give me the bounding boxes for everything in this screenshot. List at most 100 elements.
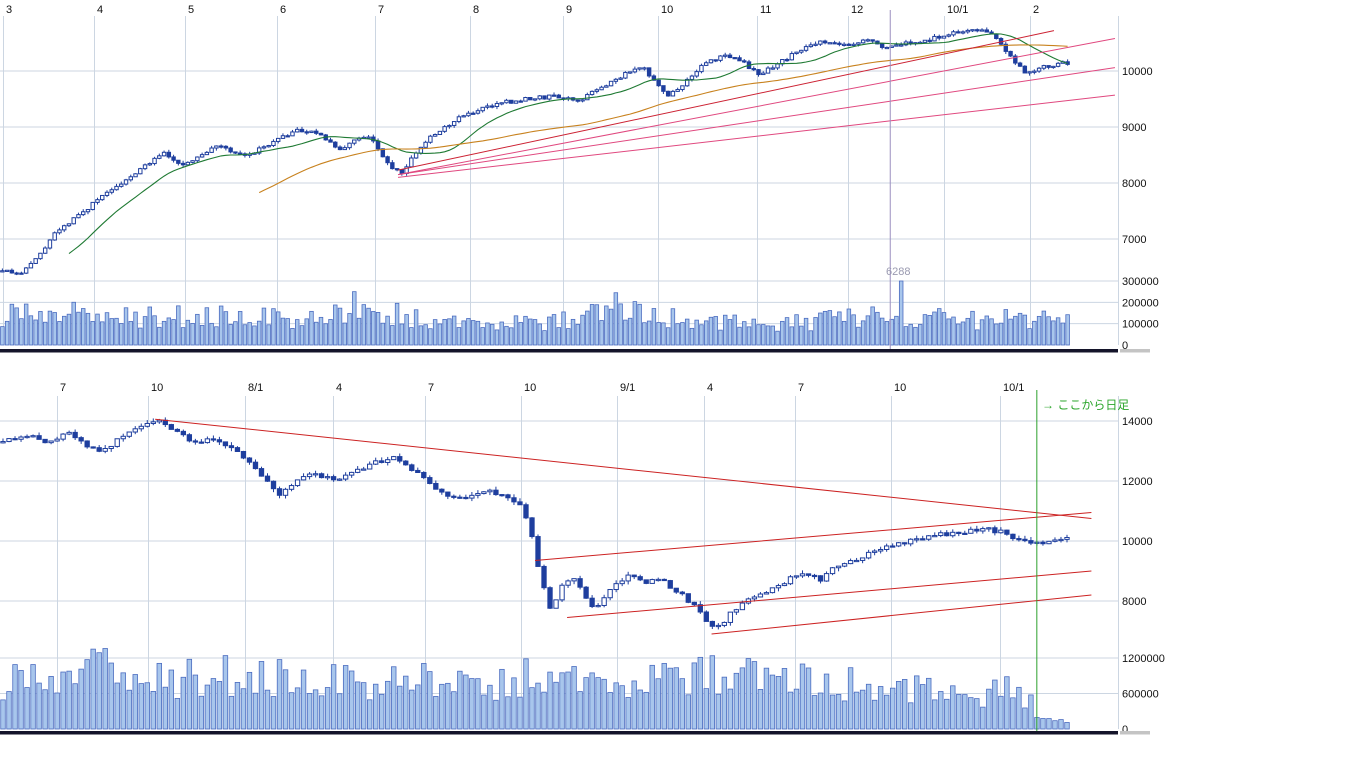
candle-body <box>846 43 852 46</box>
candle-body <box>348 471 355 476</box>
candle-body <box>697 604 703 613</box>
volume-bar <box>216 681 223 730</box>
volume-bar <box>970 310 975 346</box>
x-axis-tick-label: 4 <box>336 382 342 394</box>
volume-bar <box>119 323 124 346</box>
candle-body <box>908 538 914 545</box>
candle-body <box>481 491 487 495</box>
candle-body <box>781 583 788 587</box>
volume-axis-label: 200000 <box>1122 297 1159 309</box>
volume-bar <box>375 312 381 346</box>
candle-body <box>397 456 403 462</box>
volume-bar <box>252 325 257 346</box>
candle-body <box>427 477 433 484</box>
volume-bar <box>875 311 880 346</box>
candle-body <box>494 102 500 107</box>
candle-body <box>312 473 319 476</box>
volume-bar <box>761 324 766 346</box>
volume-bar <box>601 678 607 730</box>
candle-body <box>23 267 29 274</box>
candle-body <box>133 173 138 178</box>
volume-bar <box>566 328 571 346</box>
volume-axis-label: 600000 <box>1122 689 1159 701</box>
candle-body <box>180 162 186 166</box>
candle-body <box>337 146 343 151</box>
volume-bar <box>594 304 600 346</box>
volume-bar <box>48 676 54 730</box>
volume-bar <box>989 318 994 346</box>
candle-body <box>509 99 514 104</box>
candle-body <box>309 130 314 134</box>
volume-bar <box>823 673 830 730</box>
candle-body <box>883 545 890 550</box>
volume-bar <box>399 323 405 346</box>
volume-bar <box>162 686 168 730</box>
candle-body <box>871 550 878 553</box>
volume-bar <box>637 303 642 346</box>
volume-bar <box>992 679 998 730</box>
candle-body <box>96 447 102 452</box>
candle-body <box>1046 65 1051 68</box>
volume-bar <box>142 316 148 346</box>
volume-bar <box>986 688 992 730</box>
volume-bar <box>1055 317 1061 346</box>
candle-body <box>877 548 884 552</box>
volume-bar <box>523 315 528 346</box>
candle-body <box>0 270 5 273</box>
volume-bar <box>114 682 120 730</box>
volume-bar <box>780 320 785 346</box>
volume-bar <box>718 329 723 346</box>
candle-body <box>551 94 557 97</box>
candle-body <box>865 551 872 559</box>
candle-body <box>962 532 968 535</box>
candle-body <box>60 433 66 440</box>
candle-body <box>195 156 200 162</box>
volume-bar <box>1052 720 1058 730</box>
candle-body <box>813 43 818 46</box>
candle-body <box>399 169 405 174</box>
candle-body <box>787 576 794 585</box>
candle-body <box>355 468 361 473</box>
volume-bar <box>485 322 490 346</box>
volume-bar <box>607 692 613 730</box>
price-axis-label: 8000 <box>1122 596 1146 608</box>
candle-body <box>884 46 890 50</box>
volume-bar <box>397 685 403 730</box>
volume-bar <box>732 314 737 346</box>
chart-baseline-stub <box>1120 731 1150 735</box>
volume-bar <box>428 328 433 346</box>
volume-bar <box>421 663 427 730</box>
volume-bar <box>78 668 84 730</box>
volume-bar <box>529 687 535 730</box>
candle-body <box>132 428 138 433</box>
volume-bar <box>54 692 60 730</box>
candle-body <box>595 604 601 608</box>
x-axis-tick-label: 11 <box>760 4 771 16</box>
candle-body <box>9 269 15 274</box>
trend-line <box>155 418 1092 519</box>
volume-bar <box>85 312 91 346</box>
x-axis-tick-label: 4 <box>97 4 103 16</box>
volume-bar <box>437 323 443 346</box>
candle-body <box>651 75 657 81</box>
volume-bar <box>608 308 614 346</box>
candle-body <box>256 147 262 154</box>
candle-body <box>1058 538 1064 542</box>
volume-bar <box>256 320 262 346</box>
candle-body <box>898 44 904 47</box>
x-axis-tick-label: 6 <box>280 4 286 16</box>
candle-body <box>703 611 709 622</box>
candle-body <box>1036 67 1042 72</box>
trend-line <box>534 512 1092 562</box>
volume-bar <box>1013 315 1018 346</box>
candle-body <box>306 473 313 478</box>
volume-bar <box>737 326 742 346</box>
x-axis-tick-label: 4 <box>707 382 713 394</box>
candle-body <box>937 35 942 39</box>
candle-body <box>613 78 619 82</box>
candle-body <box>922 39 928 43</box>
candle-body <box>318 132 324 136</box>
volume-bar <box>186 658 193 730</box>
volume-bar <box>528 318 533 346</box>
